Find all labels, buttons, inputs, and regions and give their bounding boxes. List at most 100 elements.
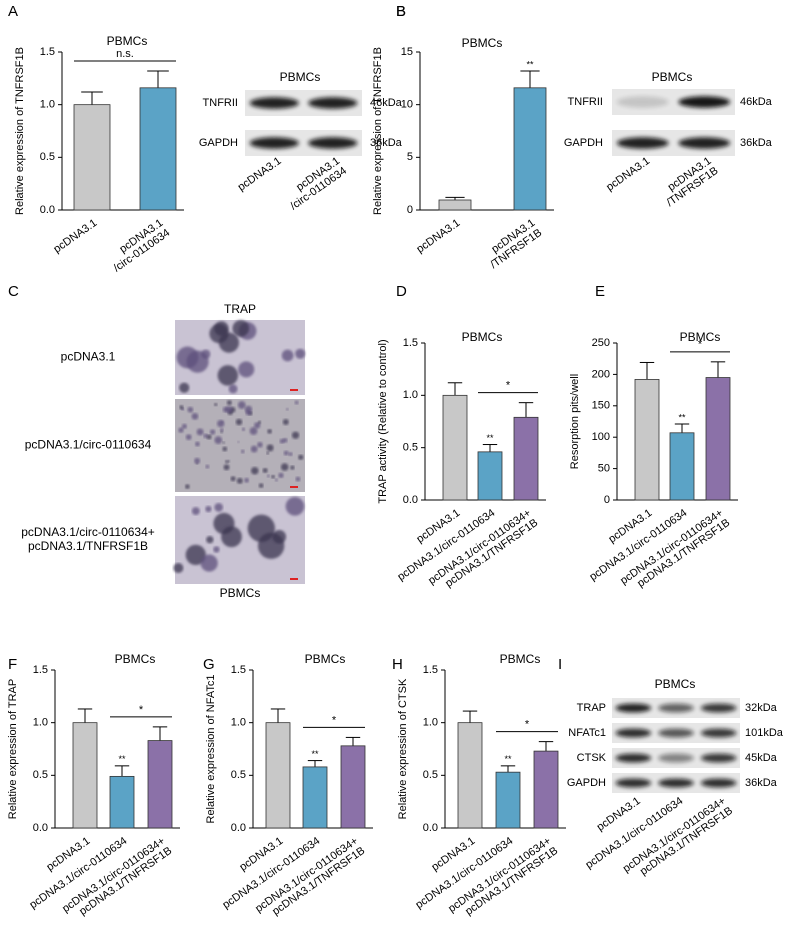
y-tick-label: 1.0 xyxy=(33,717,48,729)
cell xyxy=(298,454,304,460)
cell xyxy=(205,505,212,513)
cell xyxy=(238,361,255,378)
panel-letter: A xyxy=(8,3,18,20)
chart-title: PBMCs xyxy=(462,330,503,344)
cell xyxy=(283,450,289,456)
cell xyxy=(257,441,263,448)
cell xyxy=(196,428,204,436)
cell xyxy=(240,449,245,454)
blot-band xyxy=(700,778,737,788)
bar xyxy=(147,740,173,829)
x-tick-label-line: pcDNA3.1/TNFRSF1B xyxy=(443,517,540,590)
y-tick-label: 0.0 xyxy=(403,494,418,506)
y-axis-label: Relative expression of TNFRSF1B xyxy=(14,47,26,215)
cell xyxy=(214,436,223,444)
y-tick-label: 1.0 xyxy=(40,99,55,111)
y-tick-label: 0.0 xyxy=(33,822,48,834)
cell xyxy=(241,427,246,431)
cell xyxy=(282,438,288,443)
cell xyxy=(209,429,216,435)
y-tick-label: 5 xyxy=(407,151,413,163)
cell xyxy=(278,472,284,478)
cell xyxy=(232,320,250,337)
blot-band xyxy=(700,703,737,713)
cell xyxy=(266,444,274,452)
cell xyxy=(254,422,261,429)
blot-title: PBMCs xyxy=(652,70,693,84)
blot-row-label: TNFRII xyxy=(203,97,238,109)
blot-size-label: 46kDa xyxy=(370,97,403,109)
lane-label-line: pcDNA3.1 xyxy=(236,155,284,194)
chart-title: PBMCs xyxy=(305,652,346,666)
y-axis-label: Resorption pits/well xyxy=(569,374,581,469)
cell xyxy=(267,429,272,434)
y-tick-label: 0.0 xyxy=(40,204,55,216)
blot-band xyxy=(658,703,694,713)
panel-letter: B xyxy=(396,3,406,20)
cell xyxy=(217,365,239,386)
cell xyxy=(214,503,224,512)
bracket-label: * xyxy=(139,704,144,716)
cell xyxy=(222,441,225,444)
cell xyxy=(217,419,225,428)
cell xyxy=(250,445,258,453)
cell xyxy=(185,484,190,489)
cell xyxy=(195,441,200,447)
cell xyxy=(221,526,242,548)
y-tick-label: 0.5 xyxy=(403,442,418,454)
cell xyxy=(179,405,184,410)
y-tick-label: 0 xyxy=(604,494,610,506)
cell xyxy=(227,460,231,463)
y-tick-label: 100 xyxy=(592,431,610,443)
y-axis-label: TRAP activity (Relative to control) xyxy=(377,339,389,503)
cell xyxy=(258,483,264,488)
x-tick-label-line: pcDNA3.1 xyxy=(414,217,462,256)
cell xyxy=(222,406,229,413)
cell xyxy=(222,446,228,452)
y-tick-label: 10 xyxy=(401,99,413,111)
cell xyxy=(288,452,293,457)
blot-band xyxy=(700,728,737,738)
blot-size-label: 32kDa xyxy=(745,702,778,714)
cell xyxy=(206,536,214,544)
blot-band xyxy=(658,778,694,788)
cell xyxy=(181,423,187,429)
blot-size-label: 36kDa xyxy=(745,777,778,789)
cell xyxy=(236,477,243,484)
blot-row-label: NFATc1 xyxy=(568,727,606,739)
cell xyxy=(257,420,262,424)
x-tick-label-line: pcDNA3.1 xyxy=(51,217,99,256)
y-tick-label: 250 xyxy=(592,337,610,349)
significance: ** xyxy=(311,749,319,759)
cell xyxy=(173,563,184,574)
cell xyxy=(223,464,230,471)
bar xyxy=(72,722,98,829)
blot-size-label: 101kDa xyxy=(745,727,784,739)
row-label: pcDNA3.1 xyxy=(61,350,116,364)
cell xyxy=(290,465,295,470)
bar xyxy=(442,394,468,501)
bar xyxy=(669,432,695,501)
blot-title: PBMCs xyxy=(655,677,696,691)
cell xyxy=(266,474,270,478)
y-tick-label: 50 xyxy=(598,463,610,475)
bar xyxy=(513,416,539,501)
scale-bar xyxy=(290,578,298,580)
bar xyxy=(477,451,503,501)
y-tick-label: 1.5 xyxy=(40,46,55,58)
cell xyxy=(230,476,236,482)
blot-row-label: GAPDH xyxy=(199,137,238,149)
significance: ** xyxy=(678,412,686,422)
panel-letter: B xyxy=(396,3,406,20)
cell xyxy=(226,400,232,406)
bracket-label: n.s. xyxy=(116,48,134,60)
cell xyxy=(285,496,305,516)
lane-label: pcDNA3.1 xyxy=(604,155,652,194)
row-label: pcDNA3.1/circ-0110634 xyxy=(25,438,152,452)
bar xyxy=(109,775,135,829)
lane-label: pcDNA3.1/circ-0110634 xyxy=(288,155,349,212)
y-tick-label: 1.5 xyxy=(423,664,438,676)
cell xyxy=(237,401,246,409)
blot-size-label: 36kDa xyxy=(370,137,403,149)
